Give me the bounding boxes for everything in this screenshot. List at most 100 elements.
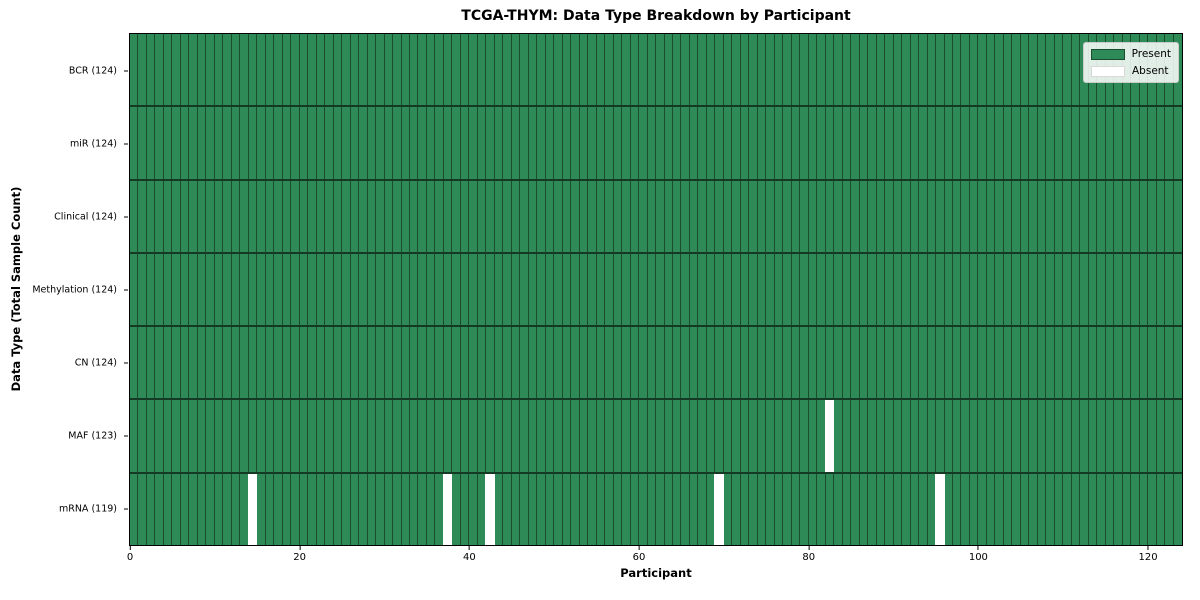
y-tick-label: Clinical (124) xyxy=(54,211,117,222)
heatmap-cell xyxy=(1080,253,1089,326)
heatmap-cell xyxy=(537,327,546,399)
heatmap-cell xyxy=(740,107,750,179)
heatmap-cell xyxy=(214,400,224,472)
heatmap-cell xyxy=(1156,107,1166,179)
heatmap-cell xyxy=(1080,180,1089,252)
heatmap-cell xyxy=(316,107,326,179)
heatmap-cell xyxy=(876,34,886,106)
heatmap-cell xyxy=(155,107,164,179)
heatmap-cell xyxy=(163,107,173,179)
heatmap-cell xyxy=(969,253,979,326)
heatmap-cell xyxy=(240,180,249,252)
heatmap-cell xyxy=(842,34,852,106)
heatmap-cell xyxy=(452,400,461,472)
heatmap-cell xyxy=(1114,107,1123,179)
heatmap-cell xyxy=(1139,400,1149,472)
heatmap-cell xyxy=(1020,327,1030,399)
heatmap-cell xyxy=(698,473,707,545)
heatmap-cell xyxy=(596,107,606,179)
heatmap-cell xyxy=(401,253,410,326)
heatmap-cell xyxy=(562,107,572,179)
heatmap-cell xyxy=(613,327,623,399)
heatmap-cell xyxy=(469,107,478,179)
heatmap-cell xyxy=(282,107,292,179)
heatmap-cell xyxy=(1012,400,1021,472)
heatmap-cell xyxy=(876,253,886,326)
heatmap-cell xyxy=(545,253,555,326)
heatmap-cell xyxy=(986,253,996,326)
heatmap-cell xyxy=(656,180,665,252)
heatmap-cell xyxy=(308,327,317,399)
heatmap-cell xyxy=(486,34,495,106)
heatmap-cell xyxy=(333,253,343,326)
legend-entry-absent: Absent xyxy=(1091,65,1171,77)
heatmap-cell xyxy=(808,473,818,545)
heatmap-cell xyxy=(825,327,835,399)
heatmap-cell xyxy=(952,34,962,106)
heatmap-cell xyxy=(189,473,198,545)
x-tick-100: 100 xyxy=(969,546,988,563)
heatmap-cell xyxy=(706,34,716,106)
heatmap-cell xyxy=(808,34,818,106)
heatmap-cell xyxy=(376,34,385,106)
heatmap-cell xyxy=(1131,253,1140,326)
heatmap-cell xyxy=(656,400,665,472)
heatmap-cell xyxy=(944,34,953,106)
y-tick-label: miR (124) xyxy=(69,138,117,149)
heatmap-cell xyxy=(834,400,843,472)
heatmap-cell xyxy=(808,180,818,252)
y-tick-Methylation: Methylation (124) xyxy=(32,284,128,295)
heatmap-cell xyxy=(443,107,453,179)
heatmap-cell xyxy=(342,400,351,472)
heatmap-cell xyxy=(1029,180,1038,252)
heatmap-cell xyxy=(333,473,343,545)
heatmap-cell xyxy=(1114,327,1123,399)
heatmap-cell xyxy=(248,327,258,399)
heatmap-cell xyxy=(1071,107,1081,179)
heatmap-cell xyxy=(528,180,538,252)
heatmap-cell xyxy=(723,400,733,472)
heatmap-cell xyxy=(554,327,563,399)
heatmap-cell xyxy=(130,34,139,106)
heatmap-cell-absent xyxy=(443,473,453,545)
heatmap-cell xyxy=(706,473,716,545)
heatmap-cell xyxy=(876,473,886,545)
heatmap-cell xyxy=(851,180,860,252)
heatmap-cell xyxy=(1029,473,1038,545)
heatmap-cell xyxy=(206,253,215,326)
heatmap-cell xyxy=(333,327,343,399)
heatmap-cell xyxy=(613,34,623,106)
heatmap-cell xyxy=(367,327,377,399)
heatmap-cell xyxy=(579,34,589,106)
heatmap-cell xyxy=(817,327,826,399)
heatmap-cell xyxy=(961,253,970,326)
heatmap-cell xyxy=(630,34,640,106)
heatmap-cell xyxy=(995,400,1004,472)
heatmap-cell xyxy=(944,473,953,545)
heatmap-cell xyxy=(130,400,139,472)
heatmap-cell xyxy=(1020,34,1030,106)
heatmap-cell xyxy=(1173,327,1182,399)
heatmap-cell xyxy=(308,253,317,326)
legend-entry-present: Present xyxy=(1091,48,1171,60)
heatmap-cell xyxy=(231,473,241,545)
heatmap-cell xyxy=(325,327,334,399)
y-tick-CN: CN (124) xyxy=(75,357,128,368)
heatmap-cell xyxy=(689,34,699,106)
heatmap-cell xyxy=(503,180,512,252)
heatmap-row-CN xyxy=(130,327,1182,401)
heatmap-cell xyxy=(545,180,555,252)
heatmap-cell xyxy=(1173,473,1182,545)
y-tick-mark xyxy=(124,143,128,144)
heatmap-cell xyxy=(698,400,707,472)
heatmap-cell xyxy=(622,473,631,545)
heatmap-cell xyxy=(520,473,529,545)
x-tick-mark xyxy=(129,546,131,550)
heatmap-cell xyxy=(435,34,444,106)
heatmap-cell xyxy=(240,34,249,106)
heatmap-cell xyxy=(554,473,563,545)
heatmap-cell xyxy=(774,327,784,399)
heatmap-cell xyxy=(800,107,809,179)
heatmap-cell xyxy=(291,107,300,179)
heatmap-cell xyxy=(223,253,232,326)
